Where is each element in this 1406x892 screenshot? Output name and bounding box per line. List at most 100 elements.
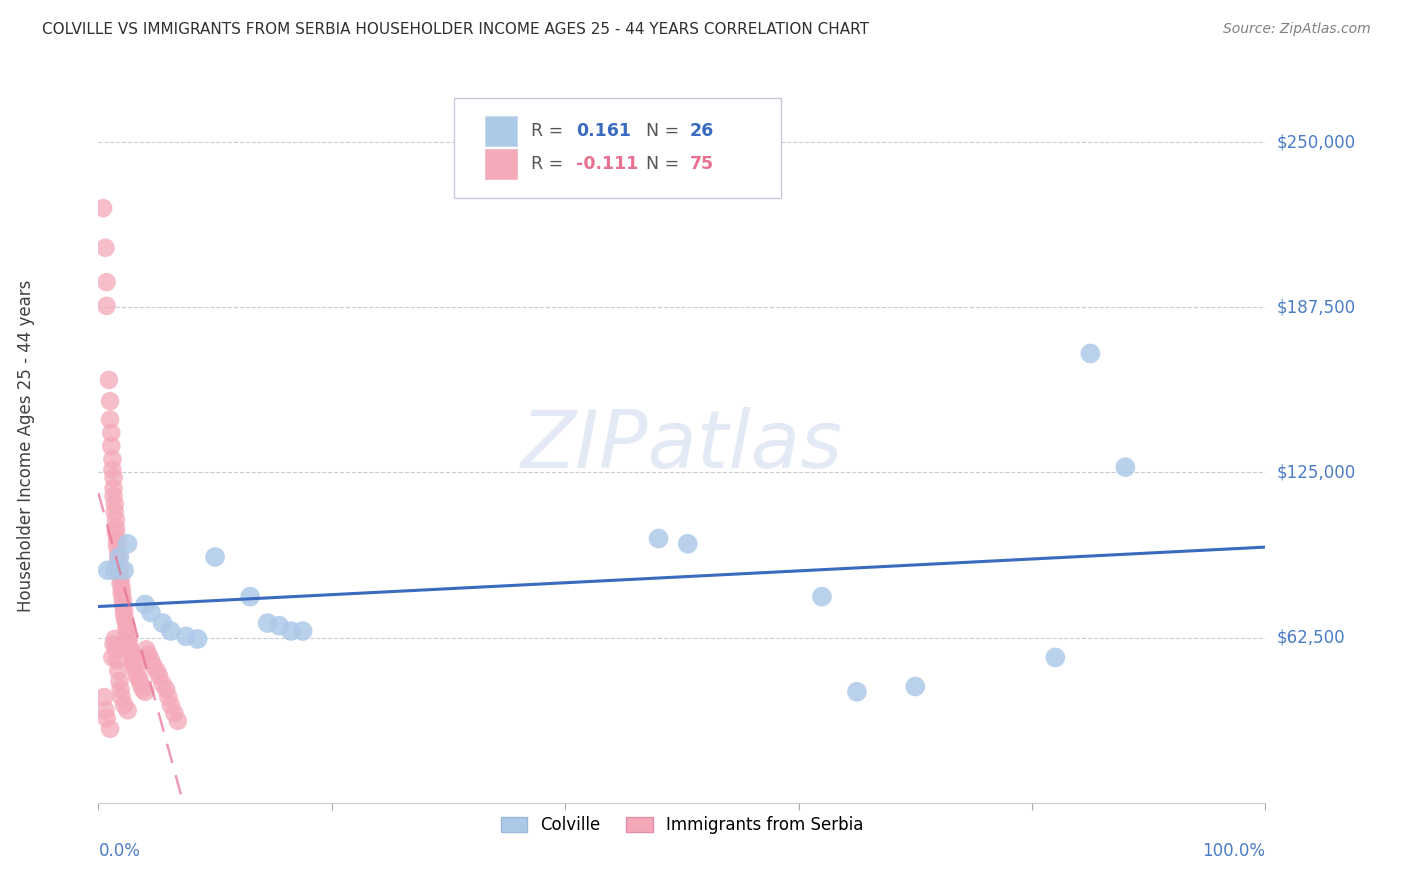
Point [105, 534, 128, 549]
Point [97, 563, 120, 577]
Point [111, 690, 134, 704]
Point [104, 632, 127, 646]
Point [110, 571, 132, 585]
Point [148, 669, 170, 683]
Text: ZIPatlas: ZIPatlas [520, 407, 844, 485]
Point [105, 653, 128, 667]
Point [93, 690, 115, 704]
Point [135, 642, 157, 657]
Point [100, 425, 122, 440]
Point [108, 549, 131, 564]
FancyBboxPatch shape [485, 116, 517, 146]
Point [647, 532, 669, 546]
Point [121, 650, 143, 665]
Point [97, 373, 120, 387]
Point [104, 526, 127, 541]
Point [110, 682, 132, 697]
Point [105, 540, 128, 554]
Point [96, 299, 118, 313]
Point [124, 658, 146, 673]
Text: $125,000: $125,000 [1277, 464, 1355, 482]
Point [129, 677, 152, 691]
Point [103, 481, 125, 495]
Point [103, 471, 125, 485]
Point [138, 648, 160, 662]
Point [111, 587, 134, 601]
Point [103, 489, 125, 503]
Point [159, 624, 181, 638]
Point [101, 650, 124, 665]
Point [128, 672, 150, 686]
FancyBboxPatch shape [485, 149, 517, 179]
Text: -0.111: -0.111 [575, 155, 638, 173]
FancyBboxPatch shape [454, 98, 782, 198]
Text: R =: R = [531, 122, 569, 140]
Text: $250,000: $250,000 [1277, 133, 1355, 151]
Point [676, 537, 699, 551]
Point [117, 703, 139, 717]
Point [134, 598, 156, 612]
Point [104, 513, 127, 527]
Point [112, 698, 135, 712]
Text: Householder Income Ages 25 - 44 years: Householder Income Ages 25 - 44 years [17, 280, 35, 612]
Point [1045, 650, 1067, 665]
Point [1114, 460, 1136, 475]
Point [98, 394, 121, 409]
Point [166, 714, 188, 728]
Point [811, 590, 834, 604]
Point [101, 463, 124, 477]
Text: $62,500: $62,500 [1277, 629, 1346, 647]
Point [94, 241, 117, 255]
Point [104, 521, 127, 535]
Text: 75: 75 [690, 155, 714, 173]
Point [112, 563, 135, 577]
Text: N =: N = [645, 122, 685, 140]
Point [91, 201, 114, 215]
Point [98, 722, 121, 736]
Point [108, 674, 131, 689]
Point [269, 618, 291, 632]
Point [118, 642, 141, 657]
Point [115, 624, 138, 638]
Point [139, 606, 162, 620]
Text: 0.161: 0.161 [575, 122, 631, 140]
Legend: Colville, Immigrants from Serbia: Colville, Immigrants from Serbia [494, 810, 870, 841]
Point [117, 537, 139, 551]
Point [112, 603, 135, 617]
Text: 0.0%: 0.0% [98, 842, 141, 860]
Point [174, 629, 197, 643]
Point [107, 552, 129, 566]
Point [1080, 346, 1102, 360]
Point [104, 505, 127, 519]
Text: 26: 26 [690, 122, 714, 140]
Point [100, 439, 122, 453]
Text: N =: N = [645, 155, 685, 173]
Point [104, 497, 127, 511]
Point [107, 664, 129, 678]
Text: COLVILLE VS IMMIGRANTS FROM SERBIA HOUSEHOLDER INCOME AGES 25 - 44 YEARS CORRELA: COLVILLE VS IMMIGRANTS FROM SERBIA HOUSE… [42, 22, 869, 37]
Point [98, 412, 121, 426]
Point [256, 616, 278, 631]
Point [111, 592, 134, 607]
Point [111, 582, 134, 596]
Point [118, 632, 141, 646]
Point [103, 637, 125, 651]
Point [291, 624, 314, 638]
Point [846, 685, 869, 699]
Point [157, 690, 180, 704]
Point [146, 664, 169, 678]
Point [118, 637, 141, 651]
Point [152, 677, 174, 691]
Point [204, 549, 226, 564]
Text: 100.0%: 100.0% [1202, 842, 1265, 860]
Point [101, 452, 124, 467]
Point [163, 706, 186, 720]
Point [96, 275, 118, 289]
Point [117, 629, 139, 643]
Point [111, 598, 134, 612]
Point [125, 669, 148, 683]
Point [132, 682, 155, 697]
Point [96, 711, 118, 725]
Text: $187,500: $187,500 [1277, 298, 1355, 317]
Text: Source: ZipAtlas.com: Source: ZipAtlas.com [1223, 22, 1371, 37]
